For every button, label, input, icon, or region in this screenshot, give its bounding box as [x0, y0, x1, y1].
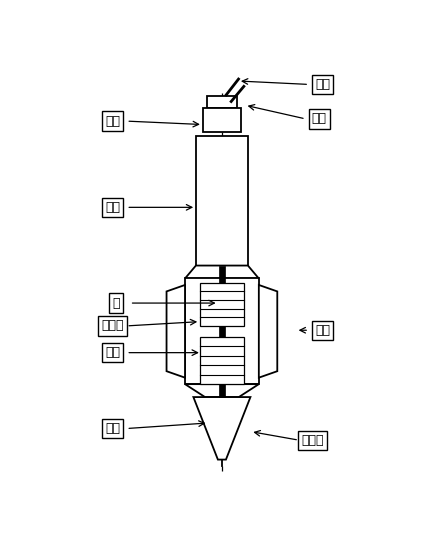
- Polygon shape: [194, 397, 250, 460]
- Text: 偏心块: 偏心块: [102, 319, 124, 333]
- Text: 电缆: 电缆: [312, 113, 327, 125]
- Polygon shape: [259, 285, 277, 377]
- Bar: [196, 136, 248, 265]
- Bar: [207, 96, 237, 108]
- Bar: [200, 283, 244, 326]
- Bar: [200, 337, 244, 384]
- Bar: [219, 265, 225, 397]
- Text: 翅片: 翅片: [315, 324, 330, 337]
- Bar: [185, 278, 259, 384]
- Text: 头部: 头部: [105, 422, 120, 435]
- Text: 吊具: 吊具: [105, 115, 120, 128]
- Bar: [203, 108, 241, 132]
- Polygon shape: [185, 384, 259, 397]
- Polygon shape: [167, 285, 185, 377]
- Text: 轴: 轴: [113, 297, 120, 310]
- Text: 电机: 电机: [105, 201, 120, 214]
- Text: 壳体: 壳体: [105, 346, 120, 359]
- Text: 出水口: 出水口: [301, 433, 324, 447]
- Text: 水管: 水管: [315, 78, 330, 91]
- Polygon shape: [185, 265, 259, 278]
